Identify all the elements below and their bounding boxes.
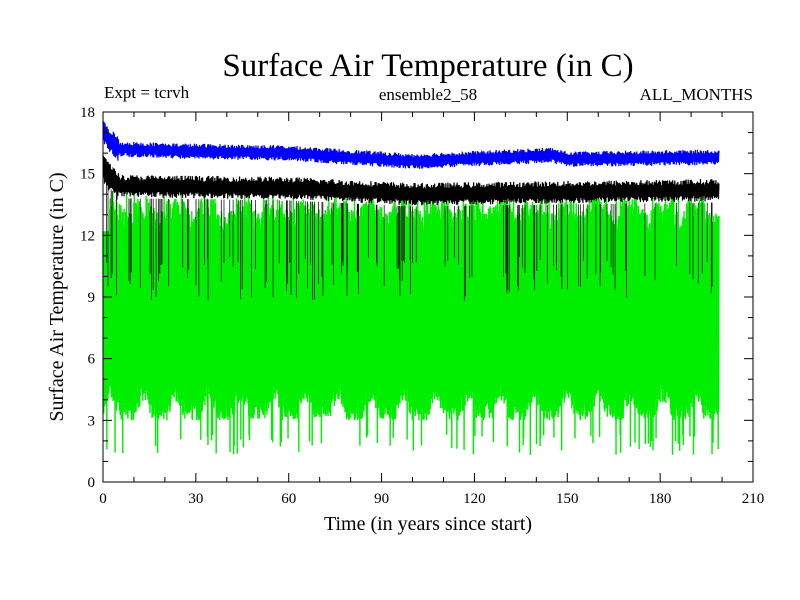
x-tick-label: 120: [463, 491, 486, 507]
ensemble-label: ensemble2_58: [379, 85, 477, 104]
x-tick-label: 210: [742, 491, 765, 507]
series-white: [102, 151, 720, 181]
y-tick-label: 6: [88, 352, 96, 368]
series-black-dips: [106, 184, 713, 301]
months-label: ALL_MONTHS: [640, 85, 753, 104]
y-tick-label: 9: [88, 290, 96, 306]
y-tick-label: 15: [80, 167, 95, 183]
x-tick-label: 180: [649, 491, 672, 507]
y-axis-label: Surface Air Temperature (in C): [46, 172, 68, 421]
y-tick-label: 0: [88, 475, 96, 491]
expt-label: Expt = tcrvh: [104, 83, 190, 102]
chart-title: Surface Air Temperature (in C): [222, 48, 633, 84]
x-tick-label: 60: [281, 491, 296, 507]
plot-data: [102, 120, 720, 455]
y-tick-label: 12: [80, 228, 95, 244]
x-tick-label: 150: [556, 491, 579, 507]
y-tick-label: 3: [88, 413, 96, 429]
x-tick-label: 0: [99, 491, 107, 507]
series-black: [102, 153, 720, 206]
x-axis-label: Time (in years since start): [324, 513, 532, 535]
x-tick-label: 90: [374, 491, 389, 507]
axis-ticks: [102, 111, 754, 483]
tick-labels: 0 30 60 90 120 150 180 210 0 3 6 9 12 15 18: [80, 105, 764, 507]
y-tick-label: 18: [80, 105, 95, 121]
x-tick-label: 30: [188, 491, 203, 507]
series-blue: [102, 120, 720, 169]
